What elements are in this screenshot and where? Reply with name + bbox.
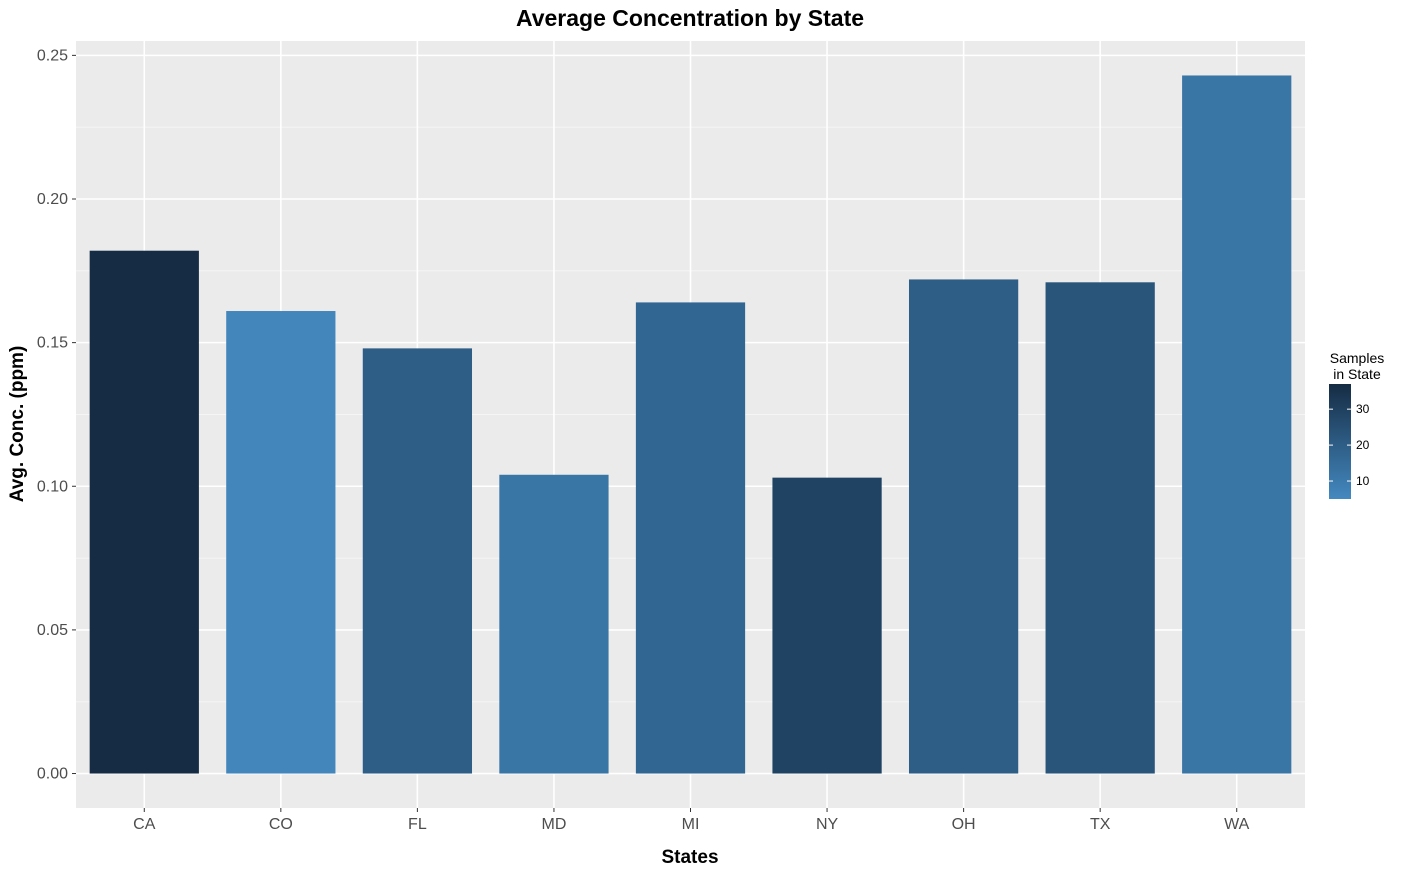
x-tick-label: CA [133,816,156,833]
legend-title-line2: in State [1333,366,1381,382]
bar-ca [89,250,199,774]
x-tick-label: MI [682,816,700,833]
bar-fl [362,348,473,774]
legend-tick-label: 20 [1356,438,1370,452]
y-tick-label: 0.20 [37,191,68,208]
bars [89,75,1292,774]
y-tick-label: 0.00 [37,766,68,783]
y-tick-label: 0.05 [37,622,68,639]
x-axis-ticks: CA CO FL MD MI NY OH TX WA [133,808,1250,833]
y-axis-title: Avg. Conc. (ppm) [7,346,28,503]
x-tick-label: TX [1090,816,1111,833]
x-tick-label: FL [408,816,427,833]
x-tick-label: MD [541,816,566,833]
legend-ticks: 10 20 30 [1329,402,1370,488]
bar-mi [635,302,746,774]
x-axis-title: States [661,847,718,868]
chart-title: Average Concentration by State [516,5,864,31]
legend-tick-label: 30 [1356,402,1370,416]
legend-tick-label: 10 [1356,474,1370,488]
bar-wa [1182,75,1292,774]
legend: Samples in State 10 20 30 [1329,350,1384,499]
legend-colorbar [1329,384,1351,499]
bar-oh [908,279,1019,774]
y-tick-label: 0.25 [37,47,68,64]
bar-co [226,311,336,774]
y-axis-ticks: 0.00 0.05 0.10 0.15 0.20 0.25 [37,47,76,783]
x-tick-label: CO [269,816,293,833]
bar-md [499,474,609,774]
legend-title-line1: Samples [1330,350,1384,366]
bar-ny [772,477,882,774]
x-tick-label: OH [952,816,976,833]
y-tick-label: 0.15 [37,335,68,352]
y-tick-label: 0.10 [37,478,68,495]
bar-tx [1045,282,1155,774]
x-tick-label: WA [1224,816,1250,833]
x-tick-label: NY [816,816,839,833]
